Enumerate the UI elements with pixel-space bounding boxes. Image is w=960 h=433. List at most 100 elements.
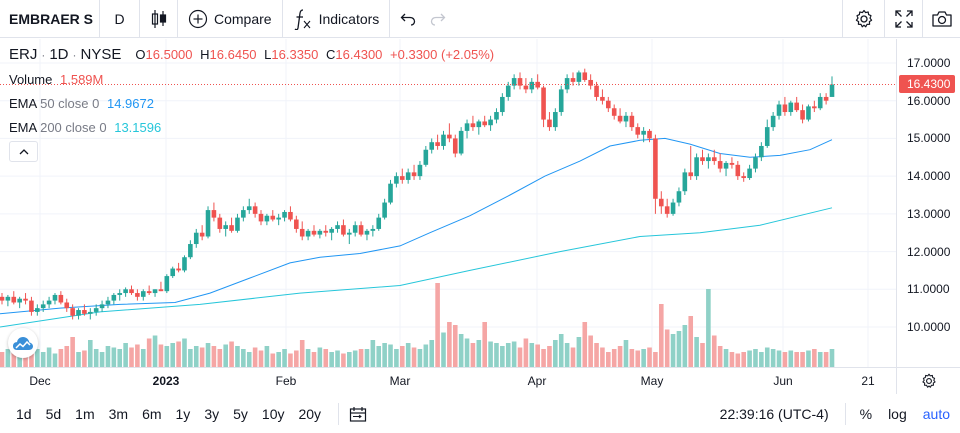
candle[interactable]: [258, 210, 264, 226]
candle[interactable]: [229, 217, 234, 233]
bar-style-button[interactable]: [140, 0, 178, 38]
candle[interactable]: [117, 289, 123, 301]
range-button-5y[interactable]: 5y: [233, 405, 248, 422]
candle[interactable]: [476, 119, 482, 135]
candle[interactable]: [770, 112, 776, 131]
legend-collapse-button[interactable]: [9, 141, 38, 162]
settings-button[interactable]: [842, 0, 884, 38]
candle[interactable]: [93, 304, 99, 316]
candle[interactable]: [470, 115, 476, 131]
candle[interactable]: [694, 153, 699, 180]
candle[interactable]: [729, 157, 735, 169]
candle[interactable]: [29, 296, 34, 316]
candle[interactable]: [140, 289, 146, 301]
candle[interactable]: [17, 296, 22, 309]
candle[interactable]: [205, 206, 211, 239]
candle[interactable]: [711, 149, 717, 165]
candle[interactable]: [441, 130, 446, 150]
candle[interactable]: [553, 108, 558, 131]
range-button-5d[interactable]: 5d: [45, 405, 62, 422]
candle[interactable]: [347, 228, 352, 245]
candle[interactable]: [241, 206, 246, 222]
candle[interactable]: [435, 134, 440, 150]
candle[interactable]: [464, 119, 470, 139]
percent-toggle[interactable]: %: [859, 405, 873, 422]
candle[interactable]: [570, 72, 576, 86]
candle[interactable]: [129, 285, 134, 295]
candle[interactable]: [388, 179, 393, 205]
candle[interactable]: [800, 104, 805, 124]
candle[interactable]: [382, 198, 387, 220]
candle[interactable]: [429, 138, 435, 154]
candle[interactable]: [288, 206, 293, 222]
candle[interactable]: [11, 291, 17, 305]
candle[interactable]: [40, 300, 46, 312]
tradingview-logo[interactable]: [8, 328, 38, 358]
candle[interactable]: [411, 164, 417, 180]
candle[interactable]: [235, 213, 240, 233]
candle[interactable]: [494, 108, 499, 124]
candle[interactable]: [270, 210, 276, 222]
candle[interactable]: [352, 221, 358, 237]
time-scale[interactable]: Dec 2023 Feb Mar Apr May Jun 21: [0, 367, 896, 394]
candle[interactable]: [735, 161, 741, 180]
candle[interactable]: [323, 225, 329, 237]
candle[interactable]: [423, 145, 429, 167]
ema50-legend[interactable]: EMA 50 close 0 14.9672: [9, 96, 154, 111]
candle[interactable]: [564, 74, 570, 94]
candle[interactable]: [458, 127, 464, 156]
candle[interactable]: [341, 219, 346, 237]
candle[interactable]: [535, 74, 540, 90]
candle[interactable]: [76, 308, 81, 320]
candle[interactable]: [87, 308, 93, 320]
candle[interactable]: [682, 168, 688, 195]
candle[interactable]: [776, 100, 782, 120]
candle[interactable]: [305, 228, 311, 241]
candle[interactable]: [188, 240, 193, 260]
candle[interactable]: [517, 72, 523, 90]
range-button-1d[interactable]: 1d: [16, 405, 32, 422]
candle[interactable]: [523, 78, 529, 94]
candle[interactable]: [111, 293, 117, 305]
fullscreen-button[interactable]: [884, 0, 922, 38]
candle[interactable]: [582, 68, 588, 82]
candle[interactable]: [529, 78, 535, 94]
candle[interactable]: [759, 142, 764, 162]
candle[interactable]: [623, 112, 629, 128]
candle[interactable]: [576, 70, 582, 86]
candle[interactable]: [0, 293, 5, 305]
candle[interactable]: [547, 112, 552, 131]
candle[interactable]: [505, 81, 511, 101]
range-button-1y[interactable]: 1y: [175, 405, 191, 422]
candle[interactable]: [311, 225, 317, 237]
ema200-legend[interactable]: EMA 200 close 0 13.1596: [9, 120, 161, 135]
candle[interactable]: [335, 221, 340, 233]
candle[interactable]: [264, 213, 270, 226]
goto-date-icon[interactable]: [349, 406, 367, 422]
candle[interactable]: [500, 93, 505, 116]
candle[interactable]: [135, 289, 140, 301]
candle[interactable]: [741, 172, 747, 182]
candle[interactable]: [753, 153, 758, 173]
candle[interactable]: [664, 198, 670, 218]
scale-settings-button[interactable]: [896, 367, 960, 394]
volume-legend[interactable]: Volume 1.589M: [9, 72, 103, 87]
candle[interactable]: [23, 293, 28, 305]
candle[interactable]: [670, 198, 676, 216]
candle[interactable]: [52, 293, 58, 305]
candle[interactable]: [199, 225, 205, 241]
range-button-6m[interactable]: 6m: [142, 405, 162, 422]
redo-icon[interactable]: [430, 12, 446, 26]
interval-button[interactable]: D: [100, 0, 140, 38]
candle[interactable]: [482, 115, 487, 128]
log-toggle[interactable]: log: [888, 405, 907, 422]
candle[interactable]: [417, 161, 423, 180]
candle[interactable]: [152, 289, 158, 297]
candle[interactable]: [164, 274, 170, 294]
candle[interactable]: [629, 112, 635, 131]
candle[interactable]: [5, 294, 11, 307]
candle[interactable]: [123, 287, 128, 297]
candle[interactable]: [812, 100, 817, 113]
candle[interactable]: [329, 227, 334, 241]
candle[interactable]: [35, 304, 40, 316]
